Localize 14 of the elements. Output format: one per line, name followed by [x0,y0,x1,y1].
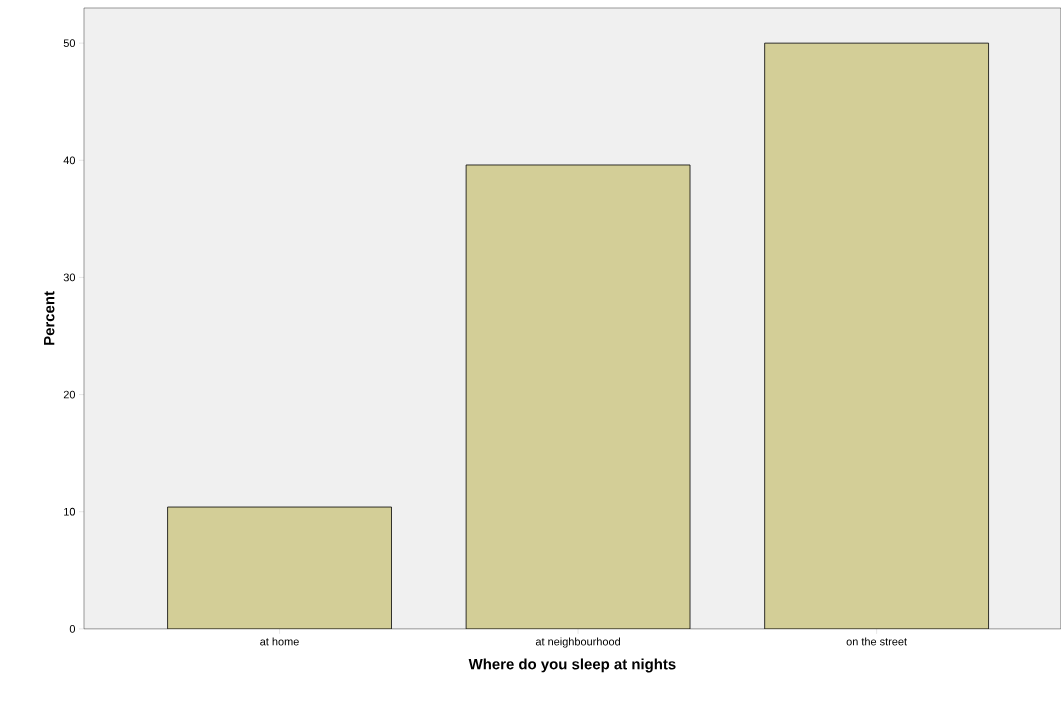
y-tick-label: 50 [63,39,76,48]
x-tick-label: on the street [846,637,907,646]
y-tick-label: 40 [63,156,76,165]
y-tick-label: 20 [63,390,76,399]
x-tick-label: at neighbourhood [535,637,620,648]
y-tick-label: 10 [64,507,76,516]
y-tick-label: 30 [63,273,76,282]
y-tick-label: 0 [69,625,76,633]
y-axis-title: Percent [44,291,55,345]
bar [167,506,392,629]
bar [764,42,989,629]
x-tick-label: at home [260,637,299,646]
x-axis-title: Where do you sleep at nights [468,658,676,673]
bar [465,164,691,629]
